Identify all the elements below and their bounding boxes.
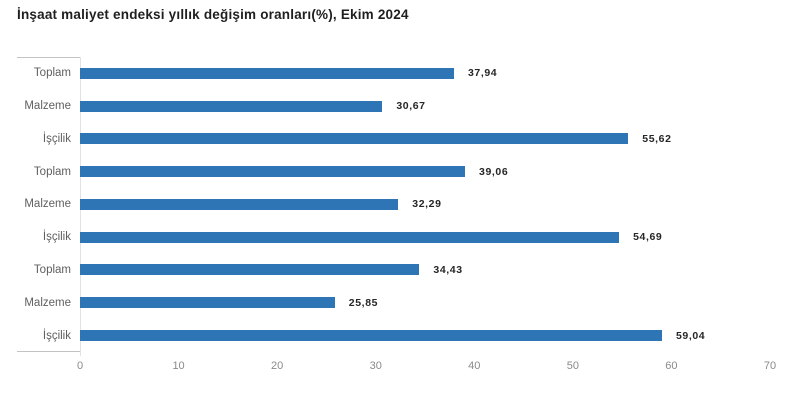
value-label: 37,94: [467, 67, 498, 80]
category-label: Toplam: [33, 67, 71, 80]
bar: [80, 297, 335, 309]
bar: [80, 198, 399, 210]
category-label: İşçilik: [42, 329, 71, 342]
bar-row: Malzeme 32,29: [0, 188, 800, 221]
x-tick-label: 30: [369, 360, 382, 372]
bar-row: Malzeme 25,85: [0, 286, 800, 319]
bar: [80, 100, 383, 112]
bar-track: 55,62: [80, 132, 770, 145]
bar-track: 34,43: [80, 263, 770, 276]
x-tick-label: 20: [271, 360, 284, 372]
category-label: Malzeme: [24, 198, 71, 211]
x-tick-label: 0: [76, 360, 84, 372]
bar-row: Malzeme 30,67: [0, 90, 800, 123]
bar-track: 30,67: [80, 100, 770, 113]
bar-row: İşçilik 55,62: [0, 123, 800, 156]
bar: [80, 133, 629, 145]
bar-track: 39,06: [80, 165, 770, 178]
category-label: İşçilik: [42, 132, 71, 145]
bar-row: Toplam 39,06: [0, 155, 800, 188]
value-label: 32,29: [412, 198, 442, 211]
x-tick-label: 40: [468, 360, 481, 372]
chart-title: İnşaat maliyet endeksi yıllık değişim or…: [17, 7, 409, 22]
bar-row: Toplam 34,43: [0, 254, 800, 287]
bar-row: İşçilik 59,04: [0, 319, 800, 352]
bar-track: 32,29: [80, 198, 770, 211]
bar-rows: Toplam 37,94 Malzeme 30,67 İşçilik 55,62 Topla…: [0, 57, 800, 352]
category-label: Malzeme: [24, 100, 71, 113]
bar: [80, 330, 662, 341]
bar-track: 59,04: [80, 329, 770, 342]
category-label: Toplam: [33, 165, 71, 178]
bar-track: 54,69: [80, 231, 770, 244]
bar-row: İşçilik 54,69: [0, 221, 800, 254]
category-label: Toplam: [33, 263, 71, 276]
bar-track: 37,94: [80, 67, 770, 80]
category-label: İşçilik: [42, 231, 71, 244]
value-label: 39,06: [479, 165, 509, 178]
bar-track: 25,85: [80, 296, 770, 309]
value-label: 25,85: [348, 296, 379, 309]
value-label: 55,62: [642, 132, 672, 145]
value-label: 34,43: [433, 263, 463, 276]
x-tick-label: 10: [172, 360, 185, 372]
value-label: 59,04: [675, 329, 706, 342]
bar: [80, 264, 420, 276]
x-tick-label: 50: [566, 360, 579, 372]
x-axis: 0 10 20 30 40 50 60 70: [76, 360, 776, 380]
value-label: 54,69: [633, 231, 663, 244]
x-tick-label: 70: [763, 360, 777, 372]
x-tick-label: 60: [665, 360, 678, 372]
category-label: Malzeme: [24, 296, 71, 309]
bar: [80, 231, 620, 243]
bar: [80, 67, 454, 79]
value-label: 30,67: [396, 100, 426, 113]
bar-row: Toplam 37,94: [0, 57, 800, 90]
bar: [80, 166, 466, 178]
